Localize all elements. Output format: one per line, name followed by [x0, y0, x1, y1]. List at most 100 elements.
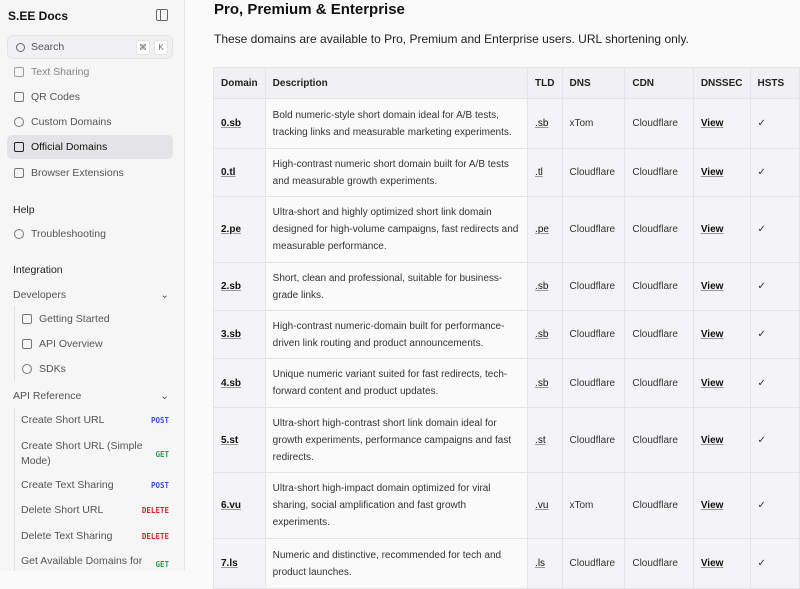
domain-link[interactable]: 0.sb [221, 118, 242, 129]
description-cell: Ultra-short and highly optimized short l… [264, 196, 529, 263]
tld-link[interactable]: .vu [535, 500, 549, 511]
dns-cell: Cloudflare [561, 196, 626, 263]
domain-link[interactable]: 0.tl [221, 167, 236, 178]
dns-cell: xTom [561, 98, 626, 149]
tld-link[interactable]: .pe [535, 224, 549, 235]
description-cell: High-contrast numeric short domain built… [264, 148, 529, 197]
domain-link[interactable]: 3.sb [221, 329, 242, 340]
api-item[interactable]: Get Available Domains for GET [21, 554, 169, 571]
api-item[interactable]: Create Short URL (Simple Mode) GET [21, 439, 169, 469]
tld-cell: .vu [527, 472, 563, 539]
cdn-cell: Cloudflare [624, 310, 694, 359]
sidebar-toggle-icon[interactable] [156, 9, 168, 21]
cdn-cell: Cloudflare [624, 196, 694, 263]
sidebar-item-sdks[interactable]: SDKs [15, 357, 165, 381]
tld-link[interactable]: .st [535, 434, 546, 446]
dnssec-cell: View [692, 310, 751, 359]
domain-link[interactable]: 2.sb [221, 281, 242, 292]
group-api-reference[interactable]: API Reference ⌄ [13, 390, 169, 402]
book-icon [22, 339, 32, 349]
section-help: Help [13, 204, 35, 216]
tld-cell: .sb [527, 310, 563, 359]
api-label: Delete Short URL [21, 504, 104, 516]
tld-cell: .tl [527, 148, 563, 197]
description-cell: Short, clean and professional, suitable … [264, 262, 529, 311]
table-row: 3.sb High-contrast numeric-domain built … [213, 310, 800, 359]
sidebar-item-getting-started[interactable]: Getting Started [15, 307, 165, 331]
description-cell: Unique numeric variant suited for fast r… [264, 358, 529, 408]
dnssec-view-link[interactable]: View [700, 500, 724, 511]
sidebar-item-troubleshooting[interactable]: Troubleshooting [7, 222, 173, 246]
api-item[interactable]: Create Text Sharing POST [21, 478, 169, 493]
domain-link[interactable]: 7.ls [221, 558, 238, 569]
sidebar-item-text-sharing[interactable]: Text Sharing [7, 60, 173, 84]
api-label: Create Short URL (Simple Mode) [21, 440, 143, 467]
sidebar-item-qr-codes[interactable]: QR Codes [7, 85, 173, 109]
sidebar-item-custom-domains[interactable]: Custom Domains [7, 110, 173, 134]
domain-cell: 3.sb [213, 310, 266, 359]
hsts-cell: ✓ [749, 196, 800, 263]
api-item[interactable]: Delete Short URL DELETE [21, 503, 169, 518]
domain-link[interactable]: 2.pe [221, 224, 242, 235]
search-icon [16, 42, 25, 52]
api-label: Create Short URL [21, 414, 105, 426]
table-row: 0.tl High-contrast numeric short domain … [213, 148, 800, 197]
nav-label: API Overview [39, 338, 103, 350]
dnssec-cell: View [692, 472, 751, 539]
section-integration: Integration [13, 264, 63, 276]
dnssec-view-link[interactable]: View [700, 118, 724, 129]
tld-link[interactable]: .ls [535, 558, 546, 569]
cdn-cell: Cloudflare [624, 538, 694, 589]
sidebar-item-official-domains[interactable]: Official Domains [7, 135, 173, 159]
tld-link[interactable]: .tl [535, 167, 543, 178]
description-cell: Numeric and distinctive, recommended for… [264, 538, 529, 589]
api-item[interactable]: Delete Text Sharing DELETE [21, 529, 169, 544]
sidebar: S.EE Docs Search ⌘ K Text Sharing QR Cod… [0, 0, 185, 571]
tld-cell: .sb [527, 262, 563, 311]
domain-cell: 6.vu [213, 472, 266, 539]
tld-link[interactable]: .sb [535, 118, 549, 129]
dnssec-view-link[interactable]: View [700, 167, 724, 178]
dns-cell: Cloudflare [561, 358, 626, 408]
method-badge: POST [150, 481, 169, 490]
search-input[interactable]: Search ⌘ K [7, 35, 173, 59]
domain-cell: 0.sb [213, 98, 266, 149]
dns-cell: Cloudflare [561, 538, 626, 589]
hsts-cell: ✓ [749, 262, 800, 311]
dnssec-cell: View [692, 98, 751, 149]
dnssec-cell: View [692, 538, 751, 589]
domain-link[interactable]: 4.sb [221, 377, 242, 389]
dnssec-view-link[interactable]: View [700, 224, 724, 235]
dnssec-view-link[interactable]: View [700, 281, 724, 292]
dnssec-view-link[interactable]: View [700, 558, 724, 569]
table-row: 4.sb Unique numeric variant suited for f… [213, 358, 800, 408]
method-badge: DELETE [141, 532, 169, 541]
chevron-down-icon: ⌄ [160, 390, 169, 402]
nav-label: Troubleshooting [31, 228, 106, 240]
column-header: Domain [213, 67, 266, 99]
column-header: TLD [527, 67, 563, 99]
dnssec-cell: View [692, 358, 751, 408]
cmd-key: ⌘ [136, 40, 150, 55]
column-header: Description [264, 67, 529, 99]
dnssec-view-link[interactable]: View [700, 329, 724, 340]
sidebar-item-api-overview[interactable]: API Overview [15, 332, 165, 356]
dnssec-view-link[interactable]: View [700, 434, 724, 446]
site-title[interactable]: S.EE Docs [8, 9, 69, 23]
tld-cell: .st [527, 407, 563, 473]
domain-link[interactable]: 6.vu [221, 500, 242, 511]
cdn-cell: Cloudflare [624, 262, 694, 311]
tld-link[interactable]: .sb [535, 377, 549, 389]
nav-label: QR Codes [31, 91, 81, 103]
domain-cell: 2.sb [213, 262, 266, 311]
hsts-cell: ✓ [749, 407, 800, 473]
group-developers[interactable]: Developers ⌄ [13, 289, 169, 301]
cdn-cell: Cloudflare [624, 98, 694, 149]
tld-link[interactable]: .sb [535, 281, 549, 292]
api-item[interactable]: Create Short URL POST [21, 413, 169, 428]
tld-cell: .pe [527, 196, 563, 263]
tld-link[interactable]: .sb [535, 329, 549, 340]
dnssec-view-link[interactable]: View [700, 377, 724, 389]
sidebar-item-browser-extensions[interactable]: Browser Extensions [7, 161, 173, 185]
domain-link[interactable]: 5.st [221, 434, 239, 446]
